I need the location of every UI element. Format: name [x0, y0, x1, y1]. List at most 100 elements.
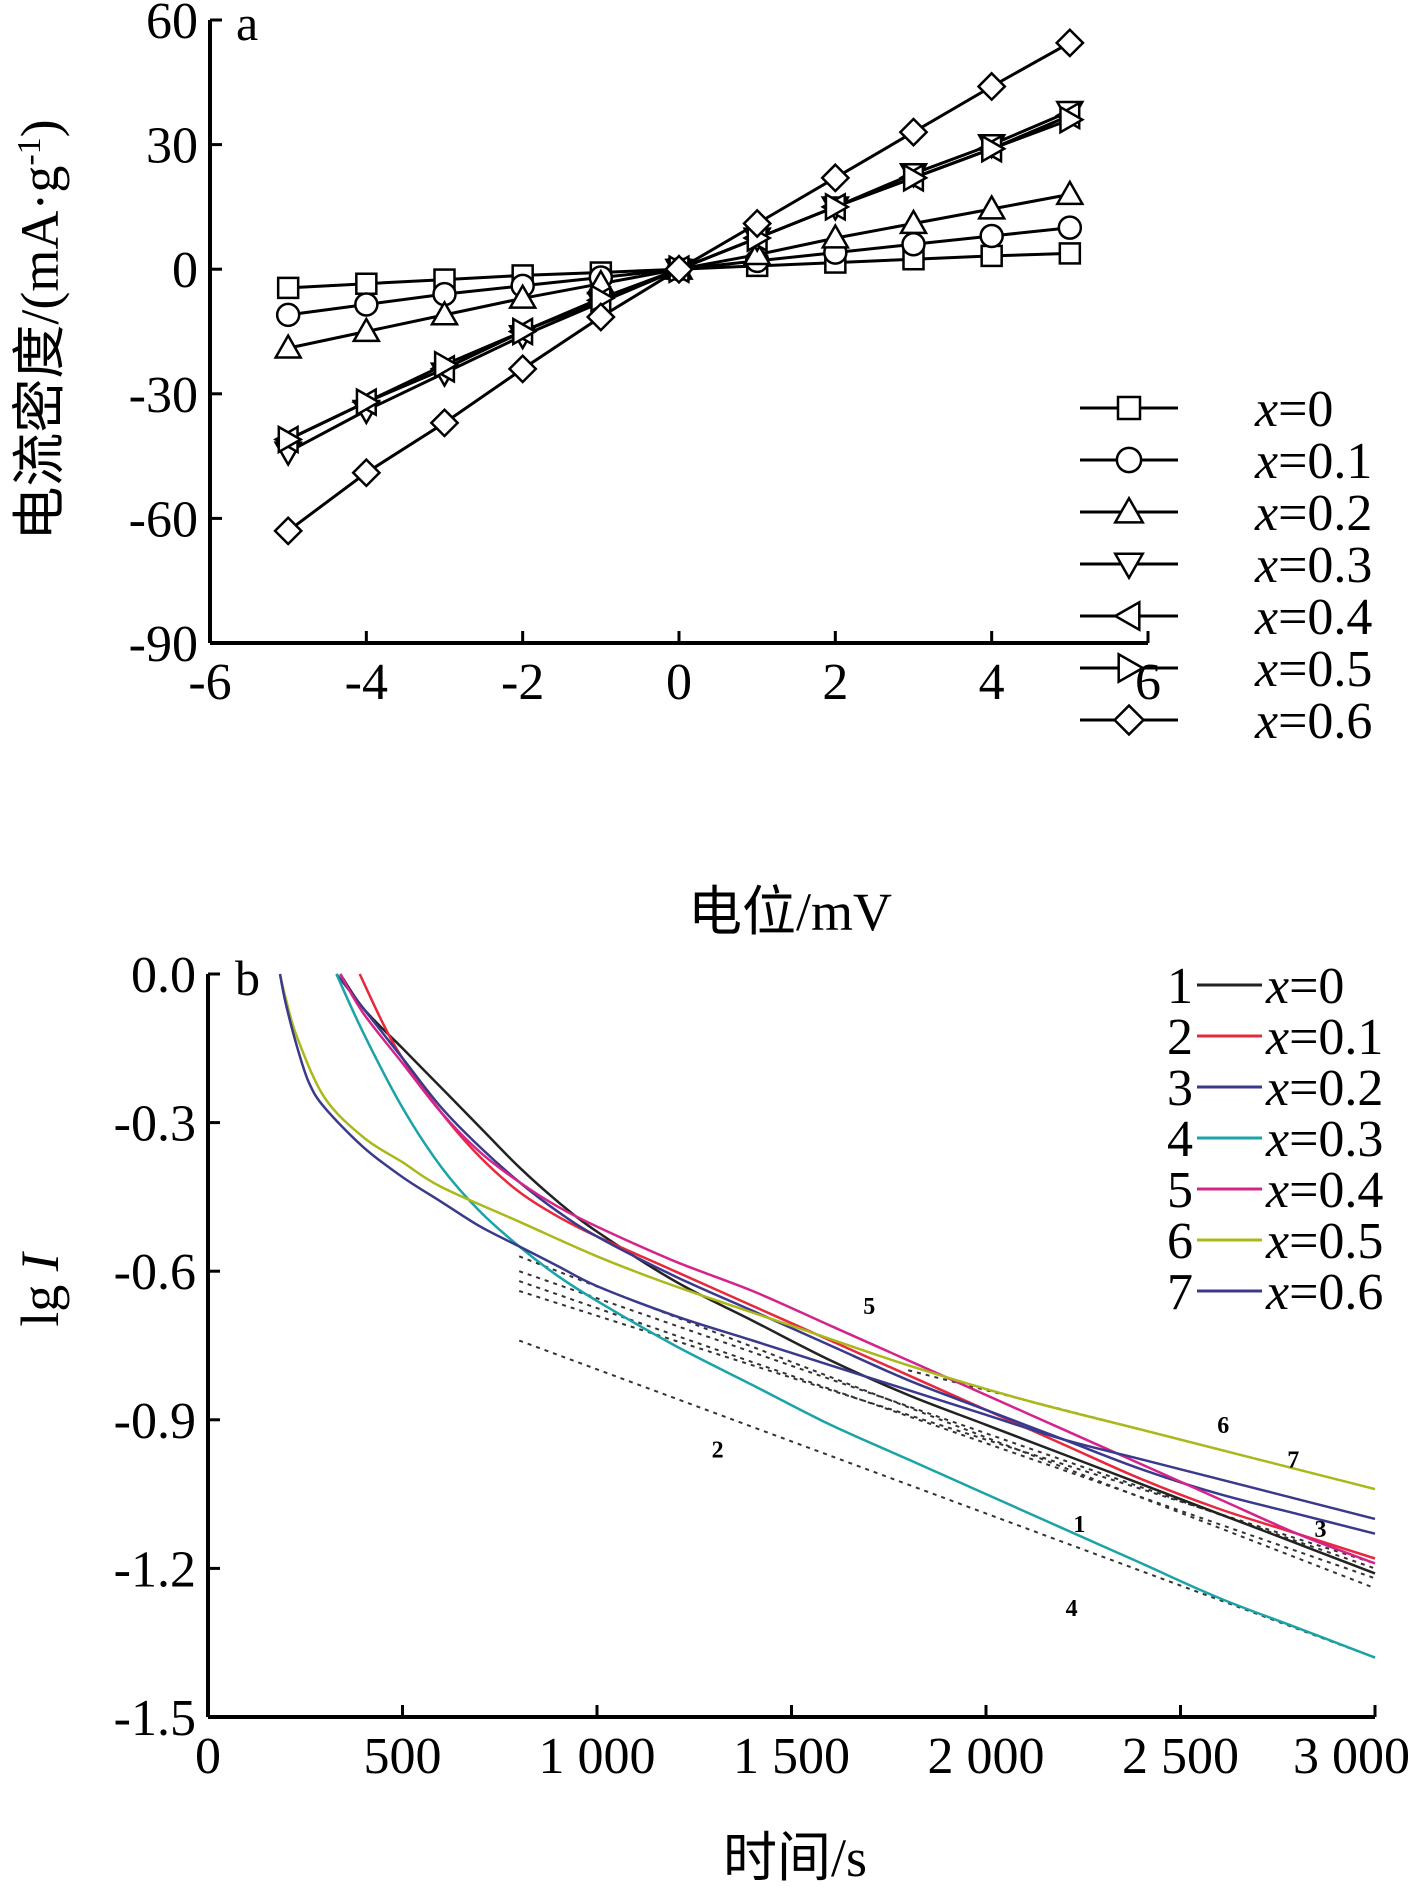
legend-label-5: x=0.4	[1265, 1162, 1383, 1219]
legend-label-x=0.2: x=0.2	[1254, 485, 1372, 542]
panel-b-x-tick-label: 500	[364, 1728, 442, 1785]
panel-a-y-tick-label: -60	[129, 491, 198, 548]
series-line-7	[278, 973, 1376, 1521]
data-point-x=0.6	[273, 515, 304, 546]
annotation-label-5: 5	[863, 1294, 875, 1320]
data-point-x=0.1	[901, 232, 926, 257]
panel-b: b lg I 时间/s 0.0 -0.3 -0.6 -0.9 -1.2 -1.50 500 1…	[10, 947, 1410, 1887]
panel-b-y-tick-label: -1.2	[114, 1541, 196, 1598]
annotation-label-4: 4	[1066, 1596, 1078, 1622]
data-point-x=0.5	[824, 192, 851, 222]
panel-a-x-tick-label: 4	[979, 654, 1005, 711]
annotation-label-1: 1	[1073, 1512, 1085, 1538]
panel-a-letter: a	[236, 0, 258, 51]
panel-a-x-tick-label: -6	[188, 654, 231, 711]
legend-marker-x=0.1	[1115, 446, 1143, 474]
legend-number-3: 3	[1167, 1060, 1193, 1117]
data-point-x=0.2	[1055, 179, 1085, 206]
data-point-x=0.2	[508, 283, 538, 309]
legend-label-x=0.6: x=0.6	[1254, 693, 1372, 750]
data-point-x=0	[276, 276, 300, 300]
panel-b-y-tick-label: -0.9	[114, 1393, 196, 1450]
data-point-x=0.5	[277, 424, 304, 455]
panel-b-y-tick-label: -1.5	[114, 1690, 196, 1747]
legend-marker-x=0.6	[1112, 703, 1146, 737]
panel-a-x-tick-label: 0	[666, 654, 692, 711]
legend-label-x=0.4: x=0.4	[1254, 589, 1372, 646]
legend-number-4: 4	[1167, 1111, 1193, 1168]
panel-b-x-tick-label: 3 000	[1293, 1728, 1410, 1785]
data-point-x=0	[1058, 242, 1082, 265]
panel-a-x-tick-label: -4	[345, 654, 388, 711]
legend-number-5: 5	[1167, 1162, 1193, 1219]
series-line-3	[335, 973, 1376, 1535]
series-line-2	[358, 973, 1376, 1560]
legend-label-4: x=0.3	[1265, 1111, 1383, 1168]
panel-a-legend: x=0x=0.1x=0.2x=0.3x=0.4x=0.5x=0.6	[1080, 381, 1372, 750]
annotation-label-7: 7	[1287, 1447, 1299, 1473]
fit-line	[518, 1290, 1376, 1565]
panel-a-y-tick-label: 0	[172, 242, 198, 299]
fit-line	[518, 1270, 1376, 1570]
panel-b-legend: 1 x=0 2 x=0.1 3 x=0.2 4 x=0.3 5 x=0.4 6 x=0.5 7 x=0.6	[1167, 958, 1383, 1321]
panel-b-y-tick-label: -0.3	[114, 1096, 196, 1153]
series-line-5	[339, 973, 1376, 1565]
annotation-label-3: 3	[1315, 1517, 1327, 1543]
data-point-x=0.6	[976, 71, 1007, 102]
data-point-x=0.6	[351, 457, 382, 488]
data-point-x=0.6	[664, 254, 694, 285]
panel-a-y-tick-label: -30	[129, 367, 198, 424]
data-point-x=0.2	[273, 333, 303, 359]
data-point-x=0.1	[275, 302, 301, 328]
data-point-x=0.2	[820, 223, 850, 249]
data-point-x=0.2	[351, 316, 381, 343]
data-point-x=0.5	[902, 163, 929, 193]
annotation-label-2: 2	[712, 1438, 724, 1464]
data-point-x=0.5	[512, 316, 538, 347]
legend-marker-x=0	[1116, 395, 1142, 421]
data-point-x=0.1	[354, 292, 379, 317]
panel-a-x-tick-label: -2	[501, 654, 544, 711]
series-line-x=0.6	[287, 41, 1071, 533]
data-point-x=0.6	[820, 162, 851, 193]
panel-b-xlabel: 时间/s	[723, 1828, 867, 1887]
panel-a-y-tick-label: 30	[146, 118, 198, 175]
data-point-x=0.6	[898, 117, 929, 148]
data-point-x=0.6	[742, 208, 773, 239]
data-point-x=0.5	[981, 134, 1007, 164]
series-line-4	[335, 973, 1376, 1659]
panel-b-series-lines	[278, 973, 1376, 1659]
legend-label-6: x=0.5	[1265, 1213, 1383, 1270]
panel-b-x-tick-label: 2 000	[928, 1728, 1045, 1785]
legend-label-7: x=0.6	[1265, 1264, 1383, 1321]
legend-number-1: 1	[1167, 958, 1193, 1015]
legend-marker-x=0.2	[1113, 495, 1145, 524]
panel-a-axes: -90 -60 -30 0 30 60 -6 -4 -2 0 2 4 6	[129, 0, 1161, 711]
panel-b-x-tick-label: 0	[195, 1728, 221, 1785]
data-point-x=0.1	[1057, 215, 1083, 240]
series-line-6	[278, 973, 1376, 1491]
fit-line	[518, 1280, 1376, 1580]
data-point-x=0.2	[742, 239, 772, 266]
legend-label-x=0.5: x=0.5	[1254, 641, 1372, 698]
panel-b-annotations: 5 2 6 7 1 3 4	[712, 1294, 1327, 1622]
series-line-1	[339, 973, 1376, 1575]
data-point-x=0.6	[429, 407, 460, 438]
panel-a-series-lines	[287, 41, 1071, 533]
legend-number-6: 6	[1167, 1213, 1193, 1270]
panel-a-x-tick-label: 2	[822, 654, 848, 711]
legend-label-x=0: x=0	[1254, 381, 1333, 438]
legend-label-1: x=0	[1265, 958, 1344, 1015]
legend-number-2: 2	[1167, 1009, 1193, 1066]
panel-a-x-tick-label: 6	[1135, 654, 1161, 711]
data-point-x=0.5	[1059, 105, 1085, 135]
panel-a-y-axis-title: 电流密度/(mA·g-1)	[10, 119, 70, 540]
panel-b-letter: b	[235, 950, 260, 1006]
data-point-x=0.6	[585, 302, 616, 332]
legend-label-x=0.1: x=0.1	[1254, 433, 1372, 490]
panel-a-y-tick-label: 60	[146, 0, 198, 50]
panel-b-axes: 0.0 -0.3 -0.6 -0.9 -1.2 -1.50 500 1 000 1 500 2 0…	[114, 947, 1410, 1785]
panel-b-ylabel: lg I	[10, 1250, 70, 1327]
data-point-x=0.2	[898, 208, 929, 235]
